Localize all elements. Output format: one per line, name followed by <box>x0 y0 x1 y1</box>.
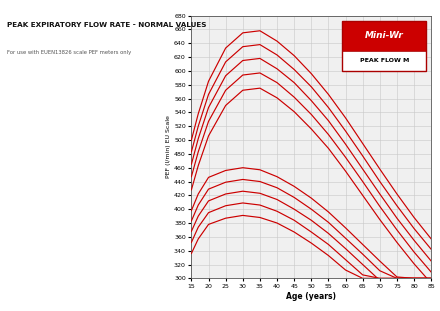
Text: PEAK EXPIRATORY FLOW RATE - NORMAL VALUES: PEAK EXPIRATORY FLOW RATE - NORMAL VALUE… <box>7 22 206 28</box>
X-axis label: Age (years): Age (years) <box>286 292 336 301</box>
Bar <box>342 51 426 71</box>
Text: PEAK FLOW M: PEAK FLOW M <box>360 58 409 63</box>
Text: Mini-Wr: Mini-Wr <box>365 31 404 40</box>
Bar <box>342 21 426 51</box>
Y-axis label: PEF (l/min) EU Scale: PEF (l/min) EU Scale <box>166 115 171 179</box>
Text: For use with EUEN13826 scale PEF meters only: For use with EUEN13826 scale PEF meters … <box>7 50 131 55</box>
